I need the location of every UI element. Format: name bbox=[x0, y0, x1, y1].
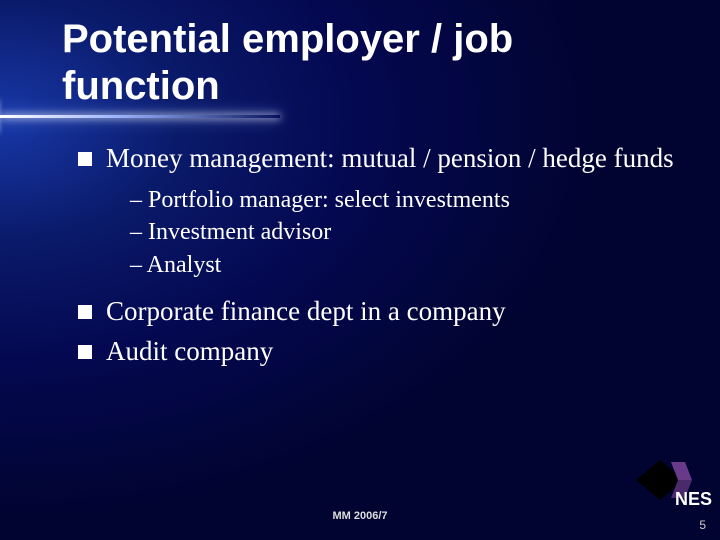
title-line-1: Potential employer / job bbox=[62, 17, 513, 61]
sub-bullet-item: – Investment advisor bbox=[130, 216, 678, 248]
bullet-text: Audit company bbox=[106, 335, 273, 369]
slide-title: Potential employer / job function bbox=[62, 16, 513, 110]
sub-bullet-item: – Analyst bbox=[130, 249, 678, 281]
page-number: 5 bbox=[699, 518, 706, 532]
square-bullet-icon bbox=[78, 305, 92, 319]
bullet-item: Corporate finance dept in a company bbox=[78, 295, 678, 329]
sub-bullet-list: – Portfolio manager: select investments … bbox=[130, 184, 678, 281]
footer-center-text: MM 2006/7 bbox=[332, 510, 387, 522]
slide-body: Money management: mutual / pension / hed… bbox=[78, 142, 678, 374]
lens-flare-decoration bbox=[0, 115, 280, 118]
square-bullet-icon bbox=[78, 152, 92, 166]
title-line-2: function bbox=[62, 64, 220, 108]
bullet-item: Audit company bbox=[78, 335, 678, 369]
brand-label: NES bbox=[675, 489, 712, 510]
bullet-text: Money management: mutual / pension / hed… bbox=[106, 142, 674, 176]
sub-bullet-item: – Portfolio manager: select investments bbox=[130, 184, 678, 216]
square-bullet-icon bbox=[78, 345, 92, 359]
bullet-text: Corporate finance dept in a company bbox=[106, 295, 506, 329]
bullet-item: Money management: mutual / pension / hed… bbox=[78, 142, 678, 176]
